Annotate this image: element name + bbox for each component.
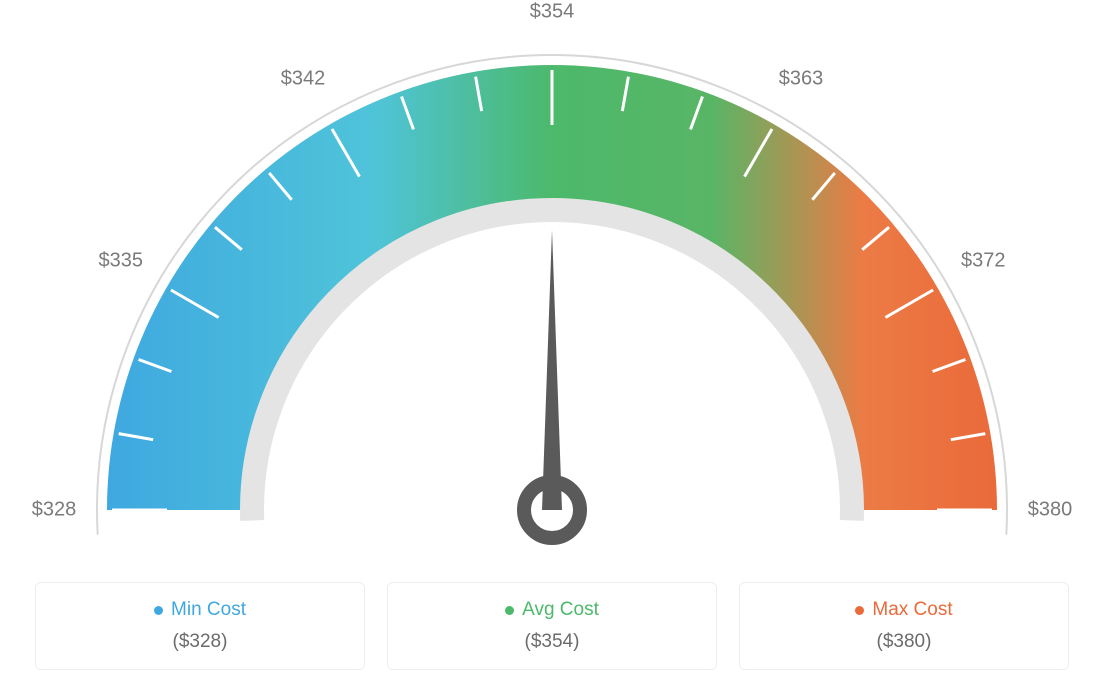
gauge-tick-label: $354 — [530, 1, 575, 24]
legend-value-avg: ($354) — [400, 631, 704, 653]
legend-card-min: Min Cost ($328) — [35, 582, 365, 670]
legend-dot-min — [154, 606, 163, 615]
legend-label-row: Min Cost — [48, 599, 352, 621]
gauge-tick-label: $372 — [961, 250, 1006, 273]
legend-card-avg: Avg Cost ($354) — [387, 582, 717, 670]
gauge-tick-label: $335 — [98, 250, 143, 273]
gauge-tick-label: $380 — [1028, 499, 1073, 522]
gauge-tick-label: $342 — [281, 67, 326, 90]
gauge-chart: $328 $335 $342 $354 $363 $372 $380 — [0, 0, 1104, 560]
legend-dot-avg — [505, 606, 514, 615]
legend-value-min: ($328) — [48, 631, 352, 653]
legend-value-max: ($380) — [752, 631, 1056, 653]
gauge-svg — [0, 0, 1104, 560]
legend-label-min: Min Cost — [171, 599, 246, 621]
legend-dot-max — [855, 606, 864, 615]
legend-label-row: Max Cost — [752, 599, 1056, 621]
legend-label-row: Avg Cost — [400, 599, 704, 621]
legend-row: Min Cost ($328) Avg Cost ($354) Max Cost… — [0, 582, 1104, 670]
legend-label-avg: Avg Cost — [522, 599, 599, 621]
gauge-tick-label: $328 — [32, 499, 77, 522]
gauge-tick-label: $363 — [779, 67, 824, 90]
legend-label-max: Max Cost — [872, 599, 952, 621]
legend-card-max: Max Cost ($380) — [739, 582, 1069, 670]
